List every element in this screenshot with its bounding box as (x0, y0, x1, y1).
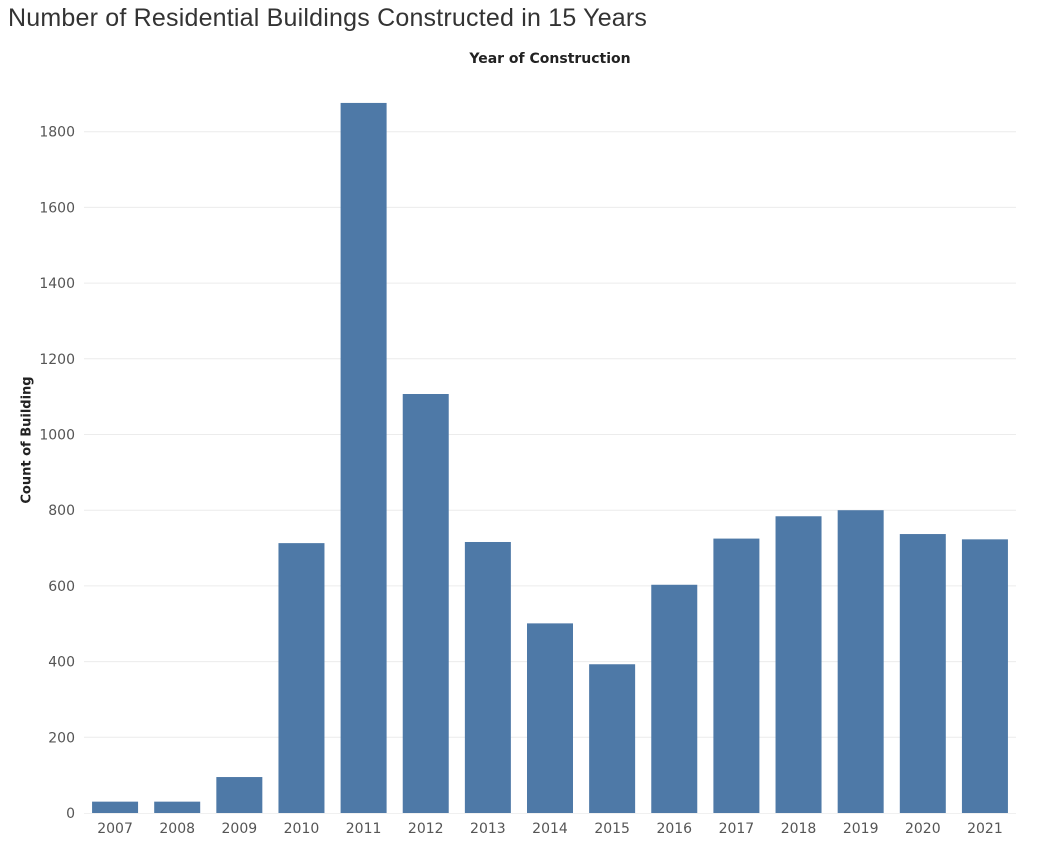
y-tick-label: 1400 (39, 276, 75, 292)
bars (92, 102, 1008, 813)
bar (402, 394, 449, 813)
bar (216, 777, 263, 813)
x-tick-label: 2021 (967, 821, 1003, 837)
y-axis-ticks: 0 200 400 600 800 1000 1200 1400 1600 1800 (39, 125, 75, 822)
bar (775, 516, 822, 813)
bar (278, 543, 325, 813)
x-tick-label: 2014 (532, 821, 568, 837)
bar (713, 538, 760, 813)
column-header: Year of Construction (469, 51, 631, 67)
y-tick-label: 1000 (39, 428, 75, 444)
y-tick-label: 400 (48, 655, 75, 671)
x-tick-label: 2008 (159, 821, 195, 837)
x-tick-label: 2016 (656, 821, 692, 837)
bar (961, 539, 1008, 813)
y-tick-label: 600 (48, 579, 75, 595)
y-tick-label: 1800 (39, 125, 75, 141)
x-tick-label: 2012 (408, 821, 444, 837)
bar (651, 584, 698, 813)
x-tick-label: 2017 (719, 821, 755, 837)
y-tick-label: 200 (48, 730, 75, 746)
x-tick-label: 2013 (470, 821, 506, 837)
x-tick-label: 2007 (97, 821, 133, 837)
bar (154, 801, 201, 813)
x-tick-label: 2009 (222, 821, 258, 837)
x-tick-label: 2020 (905, 821, 941, 837)
bar (340, 102, 387, 813)
x-tick-label: 2011 (346, 821, 382, 837)
bar (589, 664, 636, 813)
bar (464, 541, 511, 813)
bar (899, 534, 946, 813)
bar (527, 623, 573, 813)
y-tick-label: 800 (48, 503, 75, 519)
x-axis-ticks: 2007 2008 2009 2010 2011 2012 2013 2014 2015 2016… (97, 821, 1003, 837)
x-tick-label: 2010 (284, 821, 320, 837)
x-tick-label: 2019 (843, 821, 879, 837)
y-tick-label: 1200 (39, 352, 75, 368)
x-tick-label: 2015 (594, 821, 630, 837)
y-tick-label: 1600 (39, 200, 75, 216)
chart-title: Number of Residential Buildings Construc… (8, 4, 648, 32)
bar (92, 801, 139, 813)
bar (837, 510, 884, 813)
x-tick-label: 2018 (781, 821, 817, 837)
y-tick-label: 0 (66, 806, 75, 822)
